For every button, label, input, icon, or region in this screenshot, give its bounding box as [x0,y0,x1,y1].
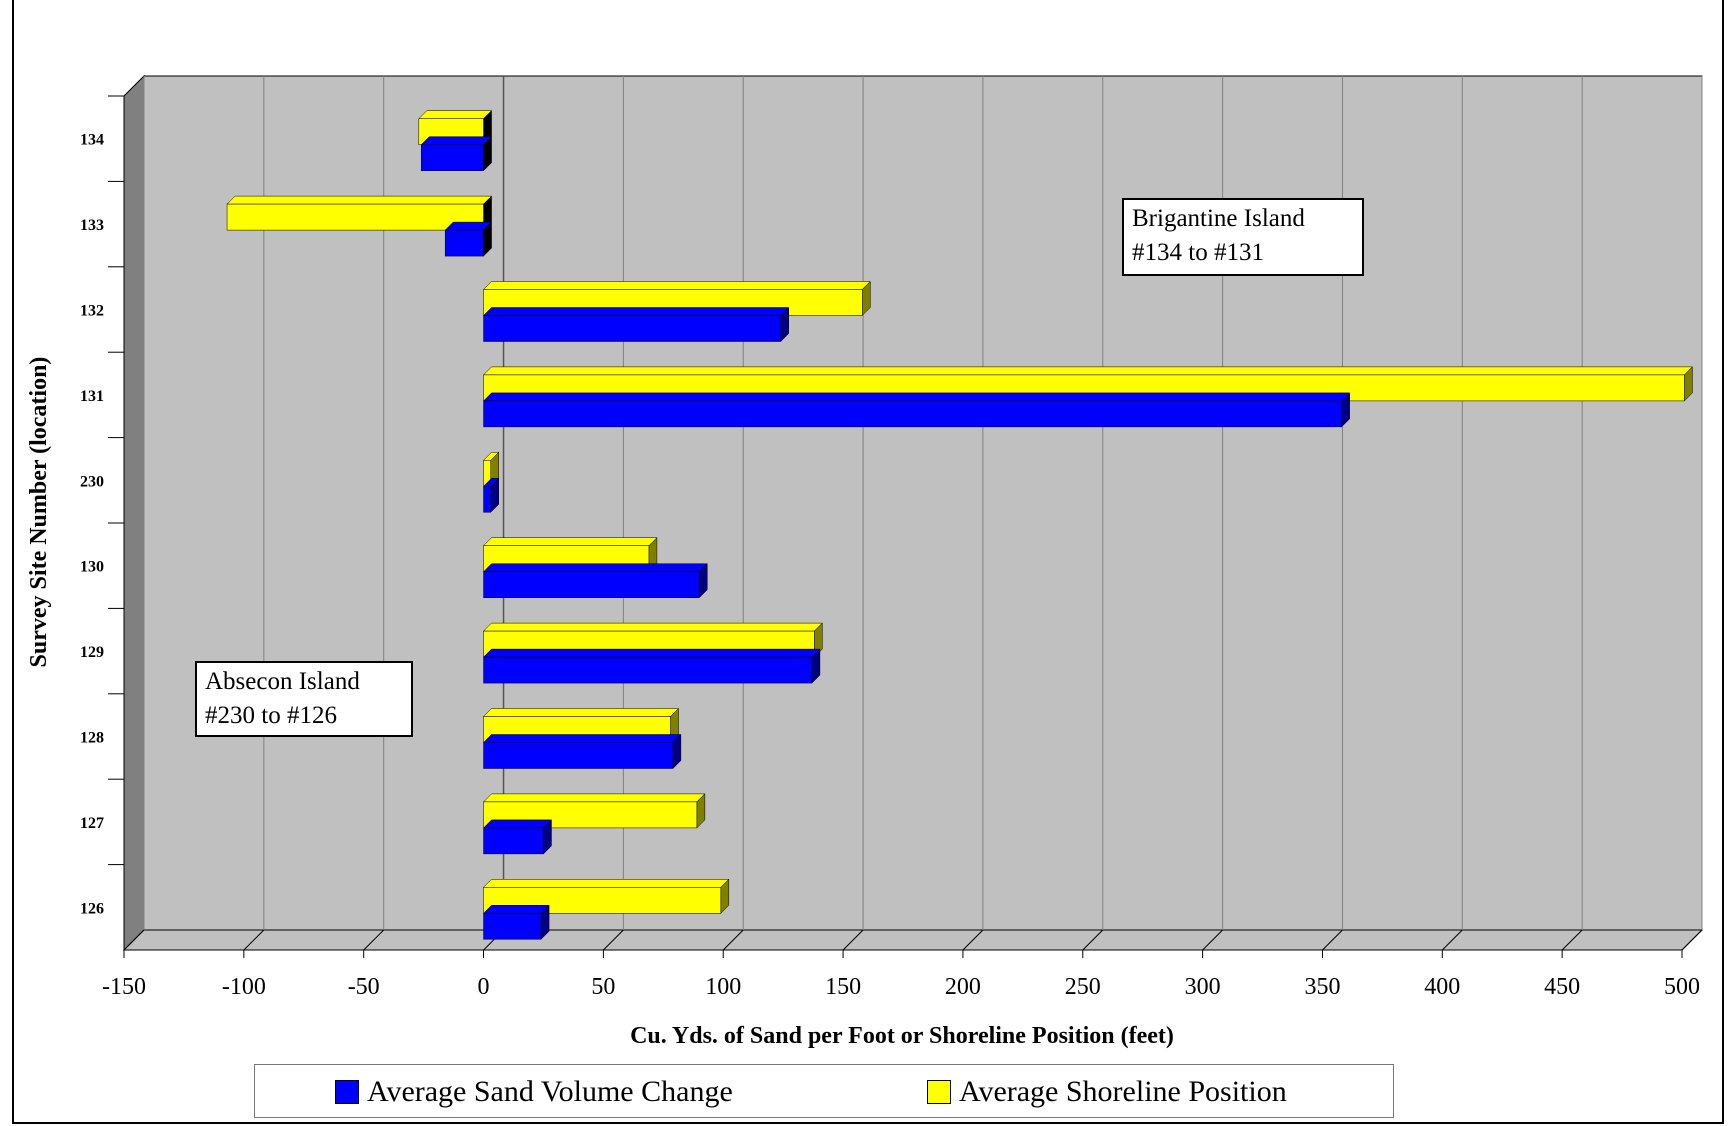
bar-sand-volume-top [482,648,821,658]
annotation-brigantine-line1: Brigantine Island [1132,205,1305,232]
bar-shoreline-top [482,366,1694,376]
y-tick-label: 127 [80,815,104,832]
x-tick-label: 350 [1304,974,1340,1000]
bar-sand-volume-top [482,819,553,829]
x-tick-label: 150 [825,974,861,1000]
floor-grid-diagonal [1441,929,1463,951]
y-tick-label: 133 [80,217,104,234]
plot-side-wall [123,74,145,952]
y-tick-label: 128 [80,730,104,747]
x-tick-label: 250 [1065,974,1101,1000]
bar-sand-volume-top [482,905,550,914]
floor-grid-diagonal [1322,929,1343,951]
bar-sand-volume [483,656,813,684]
legend: Average Sand Volume Change Average Shore… [254,1064,1394,1118]
bar-sand-volume [483,827,544,855]
y-tick-label: 230 [80,473,104,490]
x-tick-label: 500 [1664,974,1700,1000]
bar-sand-volume [483,400,1342,428]
floor-grid-diagonal [363,929,385,951]
bar-shoreline [226,203,484,231]
annotation-brigantine: Brigantine Island #134 to #131 [1122,198,1364,276]
annotation-absecon-line1: Absecon Island [205,668,360,695]
bar-shoreline-top [482,708,680,717]
x-tick-label: 450 [1544,974,1580,1000]
bar-sand-volume-top [482,563,708,572]
bar-sand-volume [483,486,491,513]
legend-swatch-yellow [927,1080,951,1104]
y-tick-label: 129 [80,644,104,661]
bar-shoreline-top [482,622,823,632]
bar-sand-volume-top [482,307,790,316]
floor-grid-diagonal [243,929,265,951]
y-tick-label: 130 [80,559,104,576]
bar-sand-volume-top [482,392,1351,402]
y-tick-label: 132 [80,303,104,320]
x-tick-label: 300 [1185,974,1221,1000]
y-tick-label: 126 [80,900,104,917]
floor-grid-diagonal [962,929,984,951]
bar-sand-volume [444,229,484,257]
legend-swatch-blue [335,1080,359,1104]
x-tick-label: 100 [705,974,741,1000]
floor-grid-diagonal [123,929,145,951]
floor-grid-diagonal [1202,929,1223,951]
bar-shoreline-top [226,195,493,205]
bar-shoreline-top [482,281,871,290]
bar-shoreline-top [482,537,658,546]
x-tick-label: 200 [945,974,981,1000]
bar-sand-volume [483,913,542,940]
y-tick-label: 131 [80,388,104,405]
bar-sand-volume [420,144,484,171]
legend-label-sand-volume: Average Sand Volume Change [367,1075,733,1108]
annotation-brigantine-line2: #134 to #131 [1132,239,1264,266]
floor-grid-diagonal [603,929,624,951]
x-tick-label: 400 [1424,974,1460,1000]
floor-grid-diagonal [842,929,864,951]
legend-item-shoreline: Average Shoreline Position [927,1075,1287,1109]
annotation-absecon-line2: #230 to #126 [205,702,337,729]
bar-shoreline-top [482,879,730,888]
x-tick-label: -50 [348,974,380,1000]
floor-grid-diagonal [722,929,744,951]
bar-sand-volume-top [420,136,493,145]
floor-grid-diagonal [1082,929,1104,951]
bar-sand-volume [483,315,782,342]
floor-grid-diagonal [1681,929,1703,951]
y-axis-title: Survey Site Number (location) [26,357,52,668]
y-tick-label: 134 [80,132,104,149]
x-tick-label: 50 [591,974,615,1000]
bar-sand-volume-top [482,734,682,743]
chart-frame [12,0,1724,1124]
bar-shoreline-top [482,793,706,803]
x-tick-label: 0 [478,974,490,1000]
bar-shoreline-top [418,110,493,119]
legend-label-shoreline: Average Shoreline Position [959,1075,1287,1108]
x-axis-title: Cu. Yds. of Sand per Foot or Shoreline P… [630,1023,1174,1049]
bar-sand-volume [483,571,700,598]
bar-sand-volume [483,742,674,769]
annotation-absecon: Absecon Island #230 to #126 [195,661,413,737]
plot-floor [122,929,1704,951]
legend-item-sand-volume: Average Sand Volume Change [335,1075,733,1109]
x-tick-label: -150 [102,974,146,1000]
floor-grid-diagonal [1561,929,1583,951]
x-tick-label: -100 [222,974,266,1000]
